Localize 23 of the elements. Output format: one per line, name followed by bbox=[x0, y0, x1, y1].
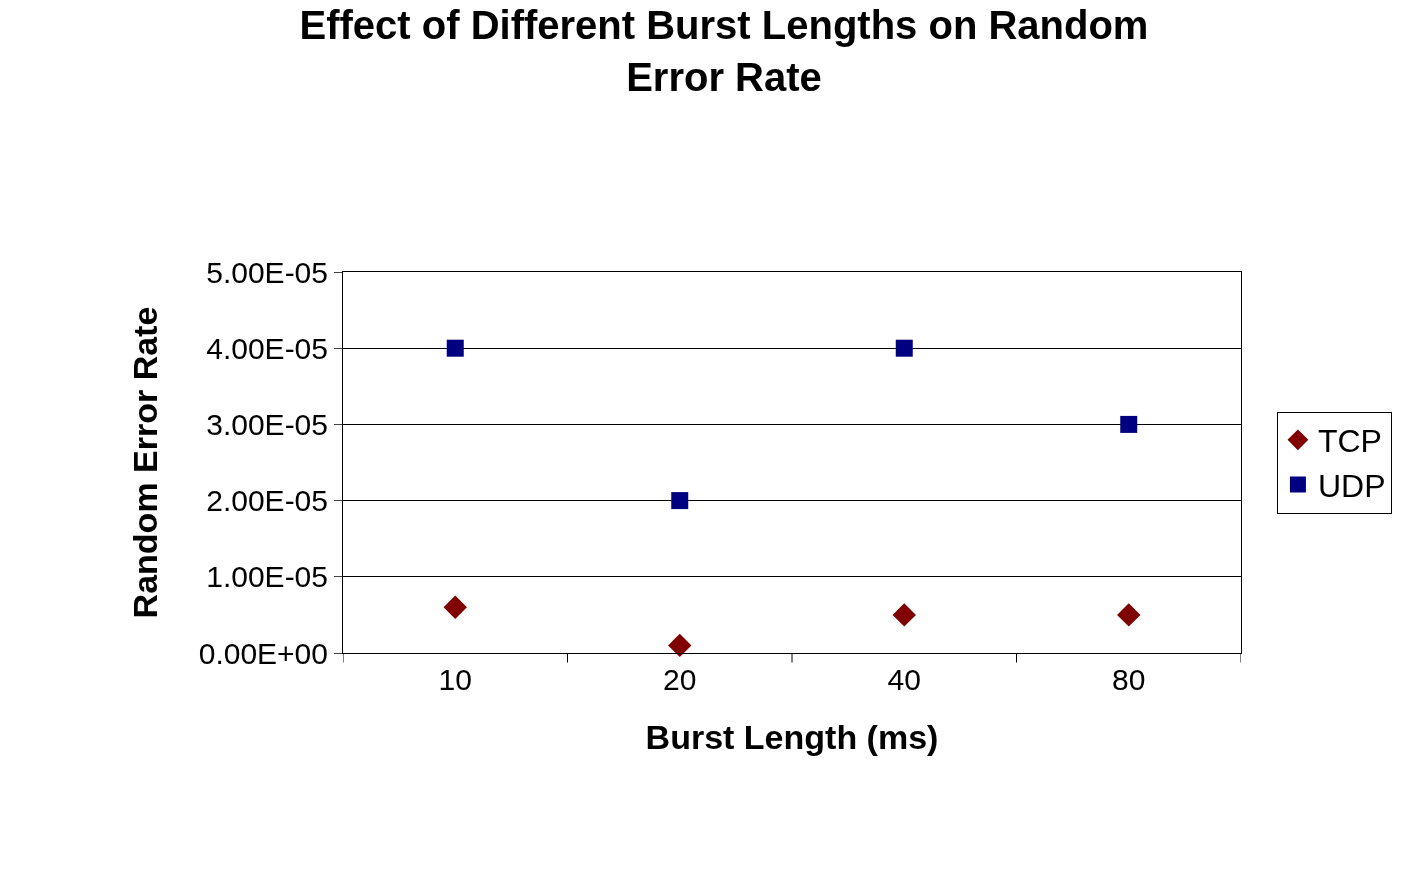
y-axis-title: Random Error Rate bbox=[126, 306, 165, 619]
point bbox=[892, 603, 916, 627]
x-tick-label: 40 bbox=[887, 663, 921, 696]
y-tick-label: 5.00E-05 bbox=[206, 255, 328, 289]
y-tick-label: 0.00E+00 bbox=[198, 636, 328, 670]
legend-label: UDP bbox=[1317, 467, 1386, 504]
chart-title: Effect of Different Burst Lengths on Random Error Rate bbox=[299, 3, 1149, 100]
y-tick-label: 4.00E-05 bbox=[206, 331, 328, 365]
point bbox=[446, 339, 464, 357]
y-tick-label: 3.00E-05 bbox=[206, 407, 328, 441]
x-tick-label: 80 bbox=[1112, 663, 1146, 696]
point bbox=[668, 633, 692, 658]
point bbox=[895, 339, 913, 357]
legend-label: TCP bbox=[1317, 423, 1382, 460]
y-tick-label: 2.00E-05 bbox=[206, 484, 328, 518]
x-tick-label: 10 bbox=[438, 663, 472, 696]
point bbox=[1117, 603, 1141, 627]
point bbox=[671, 492, 689, 510]
x-tick-label: 20 bbox=[663, 663, 697, 696]
point bbox=[1120, 415, 1138, 433]
point bbox=[443, 595, 467, 619]
x-axis-title: Burst Length (ms) bbox=[645, 718, 939, 757]
y-tick-label: 1.00E-05 bbox=[206, 560, 328, 594]
